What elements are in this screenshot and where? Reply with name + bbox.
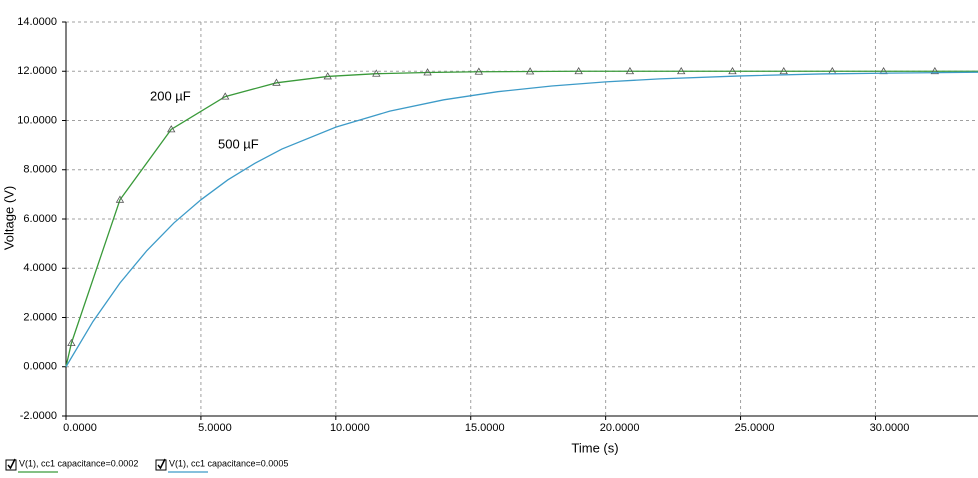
x-tick-label: 15.0000 [465, 422, 505, 434]
annotation: 200 µF [150, 88, 191, 103]
data-marker [115, 195, 125, 203]
data-marker [625, 66, 635, 75]
x-tick-label: 0.0000 [63, 422, 97, 434]
data-marker [930, 66, 940, 75]
data-marker [676, 66, 686, 75]
data-marker [272, 78, 281, 86]
y-axis-label: Voltage (V) [1, 186, 16, 250]
y-tick-label: 0.0000 [23, 361, 57, 373]
y-tick-label: 12.0000 [17, 65, 57, 77]
y-tick-label: -2.0000 [20, 410, 57, 422]
x-tick-label: 30.0000 [870, 422, 910, 434]
y-tick-label: 14.0000 [17, 16, 57, 28]
data-marker [423, 68, 432, 76]
x-tick-label: 5.0000 [198, 422, 232, 434]
x-tick-label: 25.0000 [735, 422, 775, 434]
legend-check [157, 458, 166, 470]
data-marker [779, 66, 788, 75]
annotation: 500 µF [218, 136, 259, 151]
y-tick-label: 8.0000 [23, 164, 57, 176]
x-axis-label: Time (s) [571, 440, 618, 455]
series-line [65, 71, 978, 368]
data-marker [67, 338, 76, 347]
data-marker [323, 72, 332, 80]
data-marker [728, 66, 737, 75]
data-marker [167, 125, 176, 133]
x-tick-label: 20.0000 [600, 422, 640, 434]
y-tick-label: 6.0000 [23, 213, 57, 225]
data-marker [574, 66, 583, 75]
legend-checkbox [155, 459, 167, 471]
legend-check [7, 458, 16, 470]
series-line [65, 70, 978, 367]
data-marker [220, 92, 230, 100]
y-tick-label: 4.0000 [23, 262, 57, 274]
y-tick-label: 2.0000 [23, 311, 57, 323]
legend: V(1), cc1 capacitance=0.0002 V(1), cc1 ca… [5, 458, 288, 473]
x-tick-label: 10.0000 [330, 422, 370, 434]
data-marker [525, 67, 535, 75]
data-marker [474, 67, 484, 75]
data-marker [372, 69, 381, 77]
y-tick-label: 10.0000 [17, 114, 57, 126]
legend-label: V(1), cc1 capacitance=0.0002 [19, 458, 138, 468]
legend-checkbox [5, 459, 17, 471]
legend-label: V(1), cc1 capacitance=0.0005 [169, 458, 288, 468]
